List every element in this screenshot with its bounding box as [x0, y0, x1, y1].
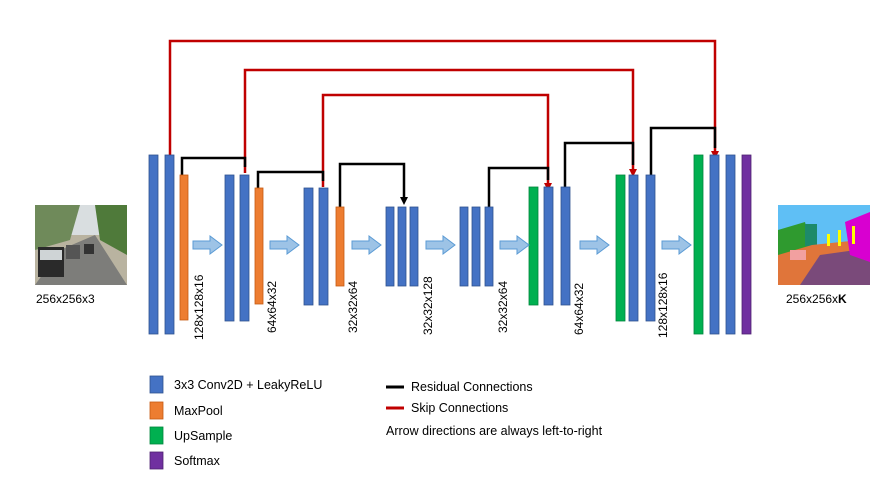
encoder-stage-1	[148, 154, 189, 335]
stage-arrow	[269, 235, 300, 255]
conv-block	[409, 206, 419, 287]
dimension-label: 32x32x64	[346, 281, 360, 333]
dimension-label: 64x64x32	[265, 281, 279, 333]
residual-connection-4	[487, 166, 550, 207]
output-label: 256x256xK	[786, 292, 847, 306]
conv-block	[709, 154, 720, 335]
legend-label-upsample: UpSample	[174, 429, 232, 443]
dimension-label: 128x128x16	[192, 274, 206, 340]
legend-swatch-maxpool	[149, 401, 164, 420]
upsample-block	[615, 174, 626, 322]
conv-block	[543, 186, 554, 306]
stage-arrow	[499, 235, 530, 255]
output-image	[778, 205, 870, 285]
legend-label-residual: Residual Connections	[411, 380, 533, 394]
stage-arrow	[579, 235, 610, 255]
skip-connection-3	[321, 93, 552, 191]
skip-connections	[168, 39, 719, 191]
conv-block	[239, 174, 250, 322]
stage-arrow	[192, 235, 223, 255]
upsample-block	[528, 186, 539, 306]
dimension-label: 128x128x16	[656, 272, 670, 338]
decoder-stage-3	[615, 174, 656, 322]
legend-note: Arrow directions are always left-to-righ…	[386, 424, 603, 438]
input-image	[35, 205, 127, 285]
legend-label-skip: Skip Connections	[411, 401, 508, 415]
residual-connection-2	[256, 170, 325, 188]
residual-connection-5	[563, 141, 635, 187]
dimension-label: 32x32x128	[421, 276, 435, 335]
input-label: 256x256x3	[36, 292, 95, 306]
maxpool-block	[335, 206, 345, 287]
conv-block	[628, 174, 639, 322]
conv-block	[385, 206, 395, 287]
residual-connections	[180, 126, 717, 207]
stage-arrow	[351, 235, 382, 255]
legend: 3x3 Conv2D + LeakyReLU MaxPool UpSample …	[149, 375, 603, 470]
conv-block	[303, 187, 314, 306]
residual-connection-3	[338, 162, 408, 207]
dimension-label: 32x32x64	[496, 281, 510, 333]
conv-block	[471, 206, 481, 287]
dimension-label: 64x64x32	[572, 283, 586, 335]
softmax-block	[741, 154, 752, 335]
stage-arrows	[192, 235, 692, 255]
maxpool-block	[254, 187, 264, 305]
legend-swatch-softmax	[149, 451, 164, 470]
decoder-stage-2	[528, 186, 571, 306]
legend-label-maxpool: MaxPool	[174, 404, 223, 418]
conv-block	[725, 154, 736, 335]
conv-block	[560, 186, 571, 306]
legend-swatch-upsample	[149, 426, 164, 445]
residual-connection-1	[180, 156, 247, 175]
encoder-stage-3	[303, 187, 345, 306]
skip-connection-1	[168, 39, 719, 159]
legend-swatch-conv	[149, 375, 164, 394]
maxpool-block	[179, 174, 189, 321]
bottleneck	[385, 206, 419, 287]
residual-connection-6	[649, 126, 717, 175]
decoder-stage-4	[693, 154, 752, 335]
legend-label-softmax: Softmax	[174, 454, 221, 468]
stage-arrow	[661, 235, 692, 255]
skip-connection-2	[243, 68, 637, 177]
legend-label-conv: 3x3 Conv2D + LeakyReLU	[174, 378, 322, 392]
encoder-stage-2	[224, 174, 264, 322]
conv-block	[164, 154, 175, 335]
stage-arrow	[425, 235, 456, 255]
conv-block	[484, 206, 494, 287]
upsample-block	[693, 154, 704, 335]
conv-block	[318, 187, 329, 306]
decoder-stage-1	[459, 206, 494, 287]
conv-block	[645, 174, 656, 322]
dimension-labels: 128x128x16 64x64x32 32x32x64 32x32x128 3…	[192, 272, 670, 340]
conv-block	[397, 206, 407, 287]
conv-block	[459, 206, 469, 287]
conv-block	[148, 154, 159, 335]
conv-block	[224, 174, 235, 322]
